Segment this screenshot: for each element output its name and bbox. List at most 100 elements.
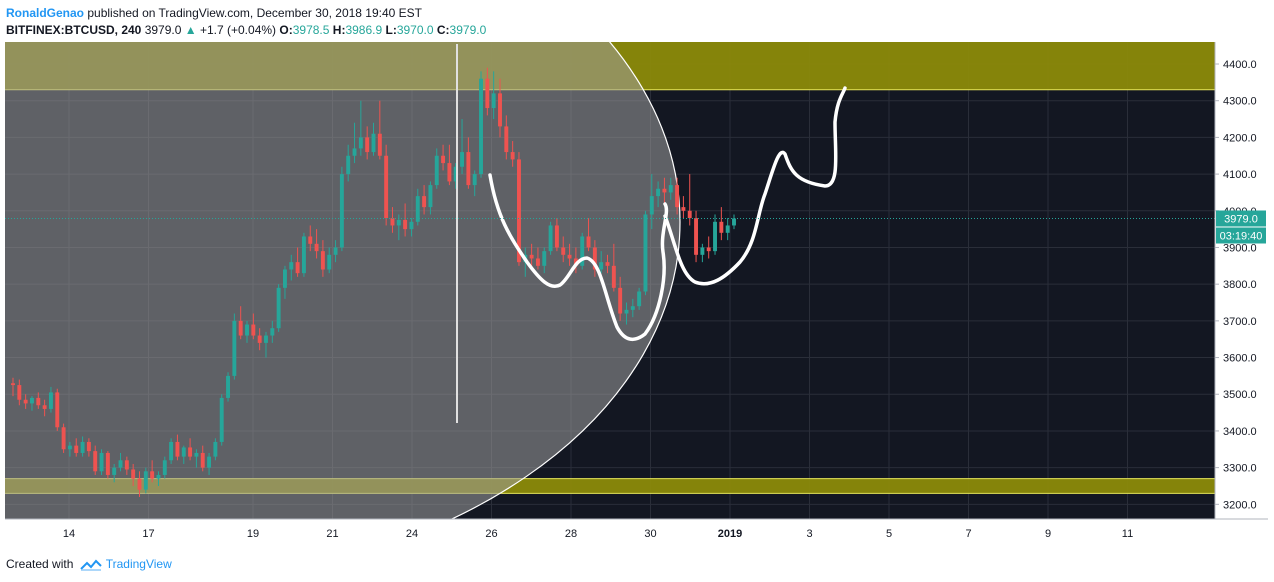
candle-body	[23, 399, 28, 404]
candle-body	[112, 467, 117, 475]
candle-body	[624, 309, 629, 314]
candle-body	[238, 320, 243, 336]
candle-body	[74, 445, 79, 453]
candle-body	[472, 174, 477, 186]
author-name[interactable]: RonaldGenao	[6, 6, 85, 20]
candle-body	[535, 258, 540, 266]
candle-body	[390, 218, 395, 226]
y-tick-label: 3700.0	[1223, 316, 1257, 328]
candle-body	[662, 188, 667, 193]
candle-body	[93, 451, 98, 472]
drawn-path-right	[663, 86, 847, 286]
candle-body	[643, 214, 648, 292]
candle-body	[491, 93, 496, 109]
ellipse-shape	[5, 42, 681, 519]
candle-body	[143, 471, 148, 490]
candle-body	[175, 441, 180, 457]
candle-body	[333, 247, 338, 255]
price-chart[interactable]: 4400.04300.04200.04100.04000.03900.03800…	[5, 42, 1268, 546]
y-tick-label: 3900.0	[1223, 242, 1257, 254]
candle-body	[30, 397, 34, 404]
x-tick-label: 19	[247, 528, 259, 540]
candle-body	[226, 375, 230, 398]
candle-body	[605, 262, 610, 266]
candle-body	[668, 185, 673, 193]
candle-body	[403, 219, 408, 230]
candle-body	[295, 262, 300, 274]
candle-body	[169, 441, 174, 461]
candle-body	[346, 155, 351, 175]
x-tick-label: 24	[406, 528, 418, 540]
drawn-path-left	[488, 173, 669, 342]
candle-body	[504, 126, 509, 153]
candle-body	[554, 225, 559, 248]
tradingview-link[interactable]: TradingView	[105, 557, 172, 571]
last-price: 3979.0	[144, 23, 182, 37]
candle-body	[276, 287, 281, 329]
up-arrow-icon: ▲	[184, 23, 197, 37]
change-value: +1.7 (+0.04%)	[199, 23, 277, 37]
candle-body	[460, 152, 465, 167]
published-text: published on TradingView.com, December 3…	[87, 6, 423, 20]
candle-body	[67, 445, 72, 450]
candle-body	[713, 221, 717, 252]
high-label: H:	[332, 23, 346, 37]
candle-body	[498, 93, 502, 127]
candle-body	[517, 159, 521, 263]
candle-body	[377, 133, 382, 156]
open-label: O:	[279, 23, 293, 37]
candle-body	[548, 225, 553, 252]
candle-body	[687, 210, 692, 219]
candle-body	[105, 452, 110, 475]
candle-body	[586, 236, 591, 248]
candle-body	[700, 247, 705, 255]
candle-body	[561, 247, 566, 255]
candle-body	[580, 236, 585, 266]
candle-body	[137, 478, 142, 490]
y-tick-label: 3800.0	[1223, 279, 1257, 291]
candle-body	[251, 324, 256, 336]
candle-body	[17, 385, 22, 400]
candle-body	[124, 460, 129, 470]
low-label: L:	[385, 23, 397, 37]
candle-body	[415, 196, 420, 222]
price-axis-background	[1215, 42, 1268, 519]
y-tick-label: 4100.0	[1223, 169, 1257, 181]
candle-body	[162, 460, 167, 475]
candle-body	[618, 287, 623, 314]
open-value: 3978.5	[292, 23, 330, 37]
ellipse-drawing	[5, 42, 681, 519]
candle-body	[245, 324, 249, 336]
candle-body	[384, 155, 389, 219]
candle-body	[36, 397, 41, 406]
candle-body	[434, 155, 439, 186]
candle-body	[11, 383, 15, 386]
time-axis-labels: 14 17 19 21 24 26 28 30 2019 3 5 7 9 11	[63, 528, 1133, 540]
y-tick-label: 4300.0	[1223, 96, 1257, 108]
candle-body	[352, 148, 357, 156]
candle-body	[732, 218, 736, 226]
tradingview-logo-icon	[80, 559, 102, 571]
candle-body	[396, 219, 401, 226]
close-label: C:	[436, 23, 450, 37]
time-axis-background	[5, 519, 1268, 546]
x-tick-label: 5	[886, 528, 892, 540]
countdown-badge	[1216, 227, 1266, 244]
candle-body	[194, 452, 199, 457]
candle-body	[441, 155, 446, 164]
candle-body	[270, 328, 275, 336]
x-tick-label: 7	[965, 528, 971, 540]
candle-body	[542, 251, 547, 266]
candle-body	[485, 78, 490, 109]
candle-body	[422, 196, 427, 208]
candle-body	[289, 262, 294, 270]
y-tick-label: 4400.0	[1223, 59, 1257, 71]
candle-body	[592, 247, 597, 270]
candle-body	[358, 137, 363, 149]
symbol-info: BITFINEX:BTCUSD, 240 3979.0 ▲ +1.7 (+0.0…	[6, 23, 486, 37]
y-tick-label: 3500.0	[1223, 389, 1257, 401]
candle-body	[48, 392, 53, 409]
candle-body	[131, 469, 136, 479]
candle-body	[567, 254, 572, 259]
close-value: 3979.0	[449, 23, 487, 37]
